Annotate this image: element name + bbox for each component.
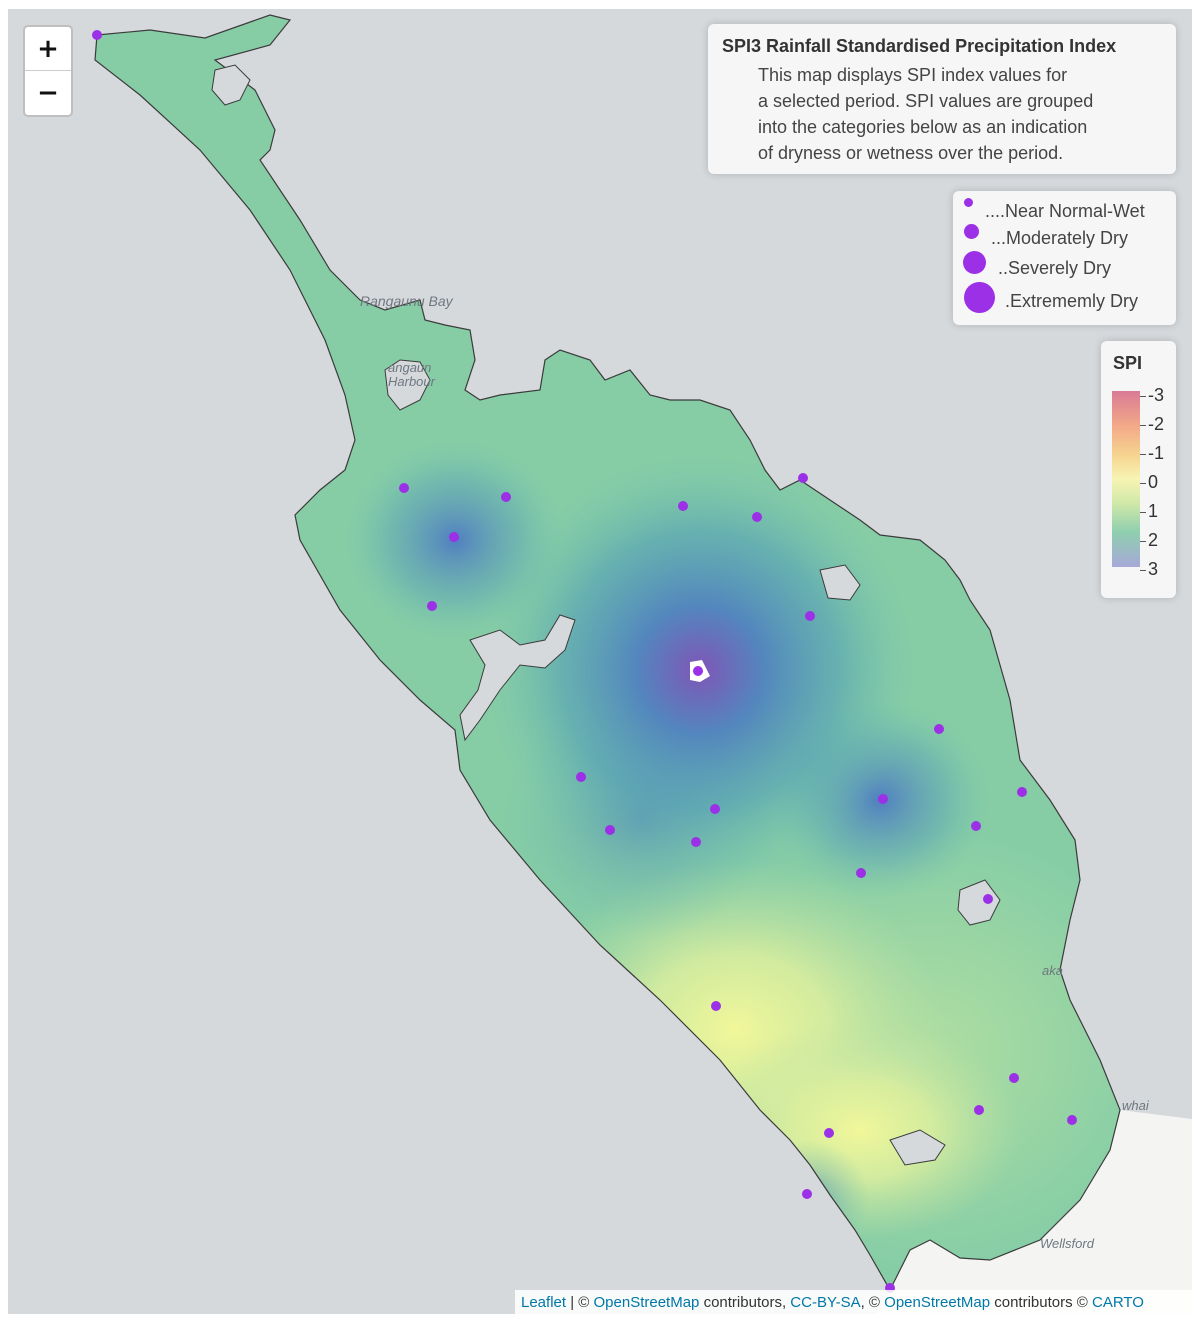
place-label-rangaunu-bay: Rangaunu Bay [360, 293, 454, 309]
attribution-separator: | © [566, 1293, 594, 1311]
station-marker[interactable] [824, 1128, 834, 1138]
legend-dot-severely-dry [963, 251, 986, 274]
spi-tick [1140, 483, 1146, 484]
info-panel: SPI3 Rainfall Standardised Precipitation… [708, 24, 1176, 174]
legend-label-extremely-dry: .Extrememly Dry [1005, 291, 1139, 311]
southern-landmass [876, 1110, 1192, 1314]
place-label-rangaunu-harbour-1: angaun [388, 360, 431, 375]
station-marker[interactable] [711, 1001, 721, 1011]
info-line: This map displays SPI index values for [758, 65, 1068, 85]
info-title: SPI3 Rainfall Standardised Precipitation… [722, 36, 1117, 56]
map-attribution: Leaflet | © OpenStreetMap contributors, … [515, 1290, 1192, 1314]
station-marker[interactable] [691, 837, 701, 847]
info-line: a selected period. SPI values are groupe… [758, 91, 1094, 111]
station-marker[interactable] [752, 512, 762, 522]
harbours [211, 64, 1001, 1166]
map-canvas[interactable]: Rangaunu Bay angaun Harbour aka whai Wel… [8, 9, 1192, 1314]
station-marker[interactable] [449, 532, 459, 542]
legend-dot-moderately-dry [964, 224, 979, 239]
zoom-control: + − [23, 25, 73, 117]
station-marker[interactable] [1067, 1115, 1077, 1125]
station-marker[interactable] [798, 473, 808, 483]
carto-link[interactable]: CARTO [1092, 1293, 1144, 1311]
spi-color-legend: SPI -3 -2 -1 0 1 2 3 [1101, 341, 1176, 598]
attribution-text: contributors, [699, 1293, 791, 1311]
dryness-size-legend: ....Near Normal-Wet ...Moderately Dry ..… [953, 191, 1176, 325]
station-marker[interactable] [974, 1105, 984, 1115]
station-marker[interactable] [805, 611, 815, 621]
spi-tick-label: 0 [1148, 472, 1159, 492]
legend-label-moderately-dry: ...Moderately Dry [991, 228, 1129, 248]
station-marker[interactable] [1017, 787, 1027, 797]
osm-link[interactable]: OpenStreetMap [884, 1293, 991, 1311]
spi-tick [1140, 425, 1146, 426]
spi-tick-label: 3 [1148, 559, 1159, 579]
spi-tick [1140, 512, 1146, 513]
spi-tick [1140, 454, 1146, 455]
spi-tick-label: 1 [1148, 501, 1159, 521]
station-marker[interactable] [710, 804, 720, 814]
spi-color-ramp [1112, 391, 1140, 567]
station-marker[interactable] [576, 772, 586, 782]
station-marker[interactable] [501, 492, 511, 502]
zoom-in-button[interactable]: + [25, 27, 71, 71]
spi-tick-label: -1 [1148, 443, 1165, 463]
attribution-text: contributors © [990, 1293, 1092, 1311]
legend-dot-near-normal [964, 198, 973, 207]
spi-tick-label: -2 [1148, 414, 1165, 434]
map-container[interactable]: Rangaunu Bay angaun Harbour aka whai Wel… [8, 9, 1192, 1314]
legend-dot-extremely-dry [964, 282, 995, 313]
spi-tick [1140, 541, 1146, 542]
cc-by-sa-link[interactable]: CC-BY-SA [790, 1293, 861, 1311]
station-marker[interactable] [802, 1189, 812, 1199]
spi-tick-label: 2 [1148, 530, 1159, 550]
station-marker[interactable] [92, 30, 102, 40]
station-marker[interactable] [427, 601, 437, 611]
place-label-rangaunu-harbour-2: Harbour [388, 374, 436, 389]
station-marker[interactable] [605, 825, 615, 835]
leaflet-link[interactable]: Leaflet [521, 1293, 567, 1311]
spi-tick-label: -3 [1148, 385, 1165, 405]
station-marker[interactable] [856, 868, 866, 878]
station-marker[interactable] [878, 794, 888, 804]
osm-link[interactable]: OpenStreetMap [593, 1293, 700, 1311]
spi-tick [1140, 570, 1146, 571]
station-marker[interactable] [934, 724, 944, 734]
station-marker[interactable] [1009, 1073, 1019, 1083]
info-line: into the categories below as an indicati… [758, 117, 1088, 137]
attribution-separator: , © [860, 1293, 885, 1311]
station-marker[interactable] [399, 483, 409, 493]
place-label-mangawhai: whai [1122, 1098, 1150, 1113]
spi-legend-title: SPI [1113, 353, 1143, 373]
place-label-kaiwaka: aka [1042, 963, 1063, 978]
legend-label-near-normal: ....Near Normal-Wet [985, 201, 1145, 221]
rainfall-stations [92, 30, 1077, 1293]
info-line: of dryness or wetness over the period. [758, 143, 1064, 163]
station-marker[interactable] [678, 501, 688, 511]
spi-tick [1140, 396, 1146, 397]
zoom-out-button[interactable]: − [37, 77, 59, 108]
place-label-wellsford: Wellsford [1040, 1236, 1095, 1251]
station-marker[interactable] [971, 821, 981, 831]
legend-label-severely-dry: ..Severely Dry [998, 258, 1112, 278]
station-marker[interactable] [693, 666, 703, 676]
station-marker[interactable] [983, 894, 993, 904]
